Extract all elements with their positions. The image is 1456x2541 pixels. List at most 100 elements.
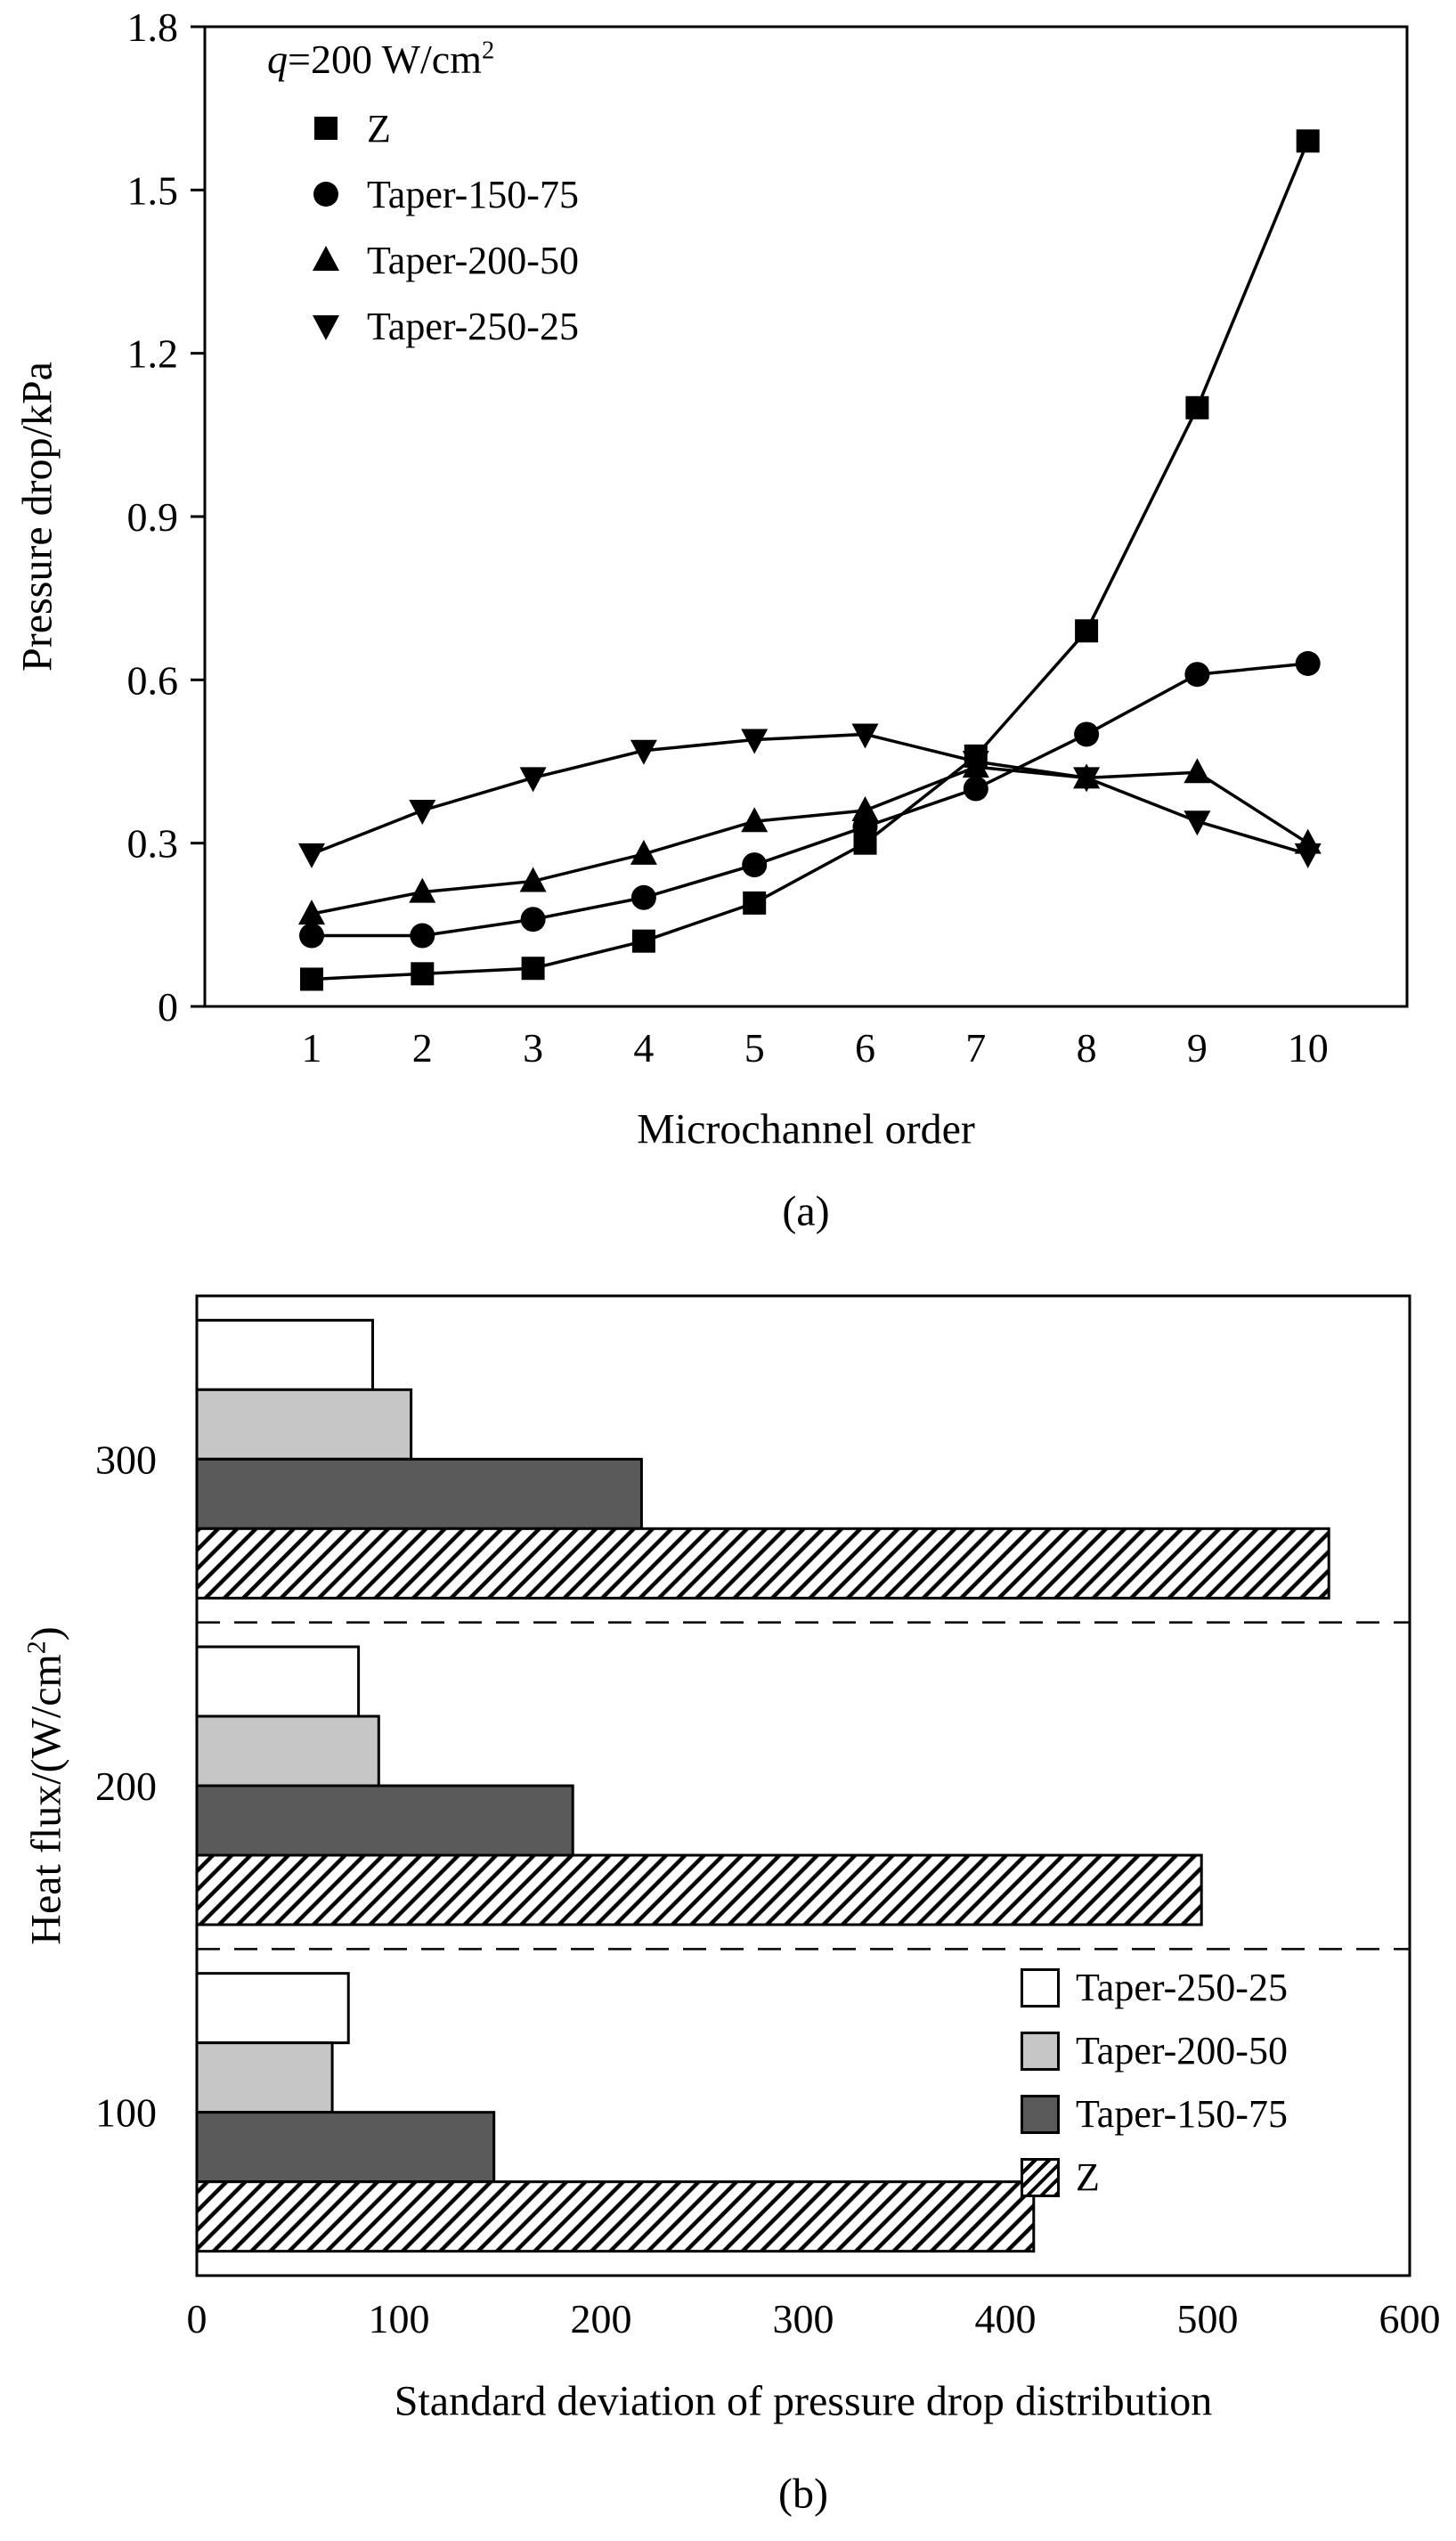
series-line xyxy=(311,732,1309,856)
circle-marker-icon xyxy=(1184,662,1210,688)
x-tick-label: 300 xyxy=(773,2296,834,2341)
triangle-down-marker-icon xyxy=(313,315,339,340)
circle-marker-icon xyxy=(299,923,324,949)
circle-marker-icon xyxy=(742,852,768,878)
triangle-down-marker-icon xyxy=(313,315,339,340)
swatch-icon xyxy=(1021,2157,1060,2197)
triangle-down-marker-icon xyxy=(1184,810,1211,836)
legend-item-label: Taper-150-75 xyxy=(1076,2092,1288,2136)
x-axis-label-a: Microchannel order xyxy=(637,1105,975,1153)
legend-item-Taper-200-50: Taper-200-50 xyxy=(1021,2028,1288,2073)
square-marker-icon xyxy=(1296,129,1320,153)
y-axis-label-b-prefix: Heat flux/(W/cm xyxy=(22,1654,70,1945)
x-axis-label-b: Standard deviation of pressure drop dist… xyxy=(394,2377,1213,2425)
legend-item-label: Z xyxy=(1076,2155,1100,2199)
y-tick-label: 0.9 xyxy=(127,494,179,540)
bar-Taper-200-50-100 xyxy=(195,2041,334,2114)
legend-item-Taper-250-25: Taper-250-25 xyxy=(1021,1965,1288,2010)
triangle-down-marker-icon xyxy=(1073,767,1101,793)
y-tick-label: 1.8 xyxy=(127,4,179,50)
bar-chart-canvas: 100 200 300 0 100 200 300 400 500 600 xyxy=(95,1294,1441,2341)
series-Taper-150-75 xyxy=(299,651,1321,949)
square-marker-icon xyxy=(521,957,545,981)
legend-title-q: q xyxy=(267,37,288,82)
panel-a-label: (a) xyxy=(782,1187,830,1235)
legend-item-Taper-200-50: Taper-200-50 xyxy=(267,238,579,282)
circle-marker-icon xyxy=(520,907,546,933)
bar-Taper-250-25-100 xyxy=(195,1972,350,2045)
bar-group-200 xyxy=(195,1645,1203,1926)
bar-Taper-150-75-200 xyxy=(195,1784,574,1857)
triangle-up-marker-icon xyxy=(630,839,657,865)
legend-item-Taper-150-75: Taper-150-75 xyxy=(1021,2091,1288,2137)
square-marker-icon xyxy=(1185,395,1209,419)
bar-group-300 xyxy=(195,1318,1330,1600)
legend-title-rest: =200 W/cm xyxy=(288,37,483,82)
square-marker-icon xyxy=(300,967,323,991)
swatch-icon xyxy=(1021,2031,1060,2071)
legend-item-Z: Z xyxy=(1021,2154,1288,2200)
bar-group-100 xyxy=(195,1972,1036,2253)
x-tick-label: 3 xyxy=(523,1025,543,1071)
x-tick-label: 4 xyxy=(633,1025,654,1071)
circle-marker-icon xyxy=(1074,721,1100,747)
legend-item-Taper-150-75: Taper-150-75 xyxy=(267,172,579,216)
bar-Taper-150-75-300 xyxy=(195,1457,643,1530)
legend-a-title: q=200 W/cm2 xyxy=(267,36,579,83)
x-tick-label: 1 xyxy=(302,1025,322,1071)
x-tick-label: 6 xyxy=(855,1025,875,1071)
square-marker-icon xyxy=(1075,619,1099,643)
series-Z xyxy=(300,129,1320,991)
y-tick-label: 0.6 xyxy=(127,657,179,703)
y-axis-label-b-suffix: ) xyxy=(22,1626,70,1641)
triangle-down-marker-icon xyxy=(962,751,989,776)
series-line xyxy=(311,765,1309,916)
series-line xyxy=(311,140,1310,981)
triangle-up-marker-icon xyxy=(298,900,325,925)
triangle-up-marker-icon xyxy=(1184,758,1211,784)
circle-marker-icon xyxy=(313,182,338,207)
x-tick-label: 600 xyxy=(1379,2296,1441,2341)
series-Taper-250-25 xyxy=(298,723,1322,868)
y-category-label: 100 xyxy=(95,2090,157,2136)
x-tick-label: 7 xyxy=(965,1025,986,1071)
square-marker-icon xyxy=(743,891,767,915)
y-axis-label-b: Heat flux/(W/cm2) xyxy=(22,1626,71,1944)
bar-Taper-250-25-200 xyxy=(195,1645,361,1718)
square-marker-icon xyxy=(631,929,655,953)
legend-item-label: Z xyxy=(367,106,391,151)
triangle-down-marker-icon xyxy=(630,739,657,765)
circle-marker-icon xyxy=(410,923,435,949)
series-line xyxy=(312,662,1308,938)
x-tick-label: 200 xyxy=(571,2296,632,2341)
legend-item-label: Taper-150-75 xyxy=(367,172,579,216)
circle-marker-icon xyxy=(963,776,988,802)
y-category-label: 300 xyxy=(95,1437,157,1482)
x-tick-label: 100 xyxy=(369,2296,430,2341)
bar-Z-300 xyxy=(195,1527,1330,1600)
x-tick-label: 5 xyxy=(744,1025,765,1071)
circle-marker-icon xyxy=(630,884,656,910)
triangle-down-marker-icon xyxy=(741,729,769,754)
legend-a: q=200 W/cm2 Z Taper-150-75 Taper-200-50 Tap… xyxy=(267,36,579,370)
bar-Taper-150-75-100 xyxy=(195,2111,496,2184)
y-axis-label-a: Pressure drop/kPa xyxy=(13,362,61,672)
legend-item-label: Taper-200-50 xyxy=(367,238,579,282)
triangle-down-marker-icon xyxy=(298,843,325,868)
legend-item-label: Taper-250-25 xyxy=(1076,1966,1288,2009)
circle-marker-icon xyxy=(1295,651,1321,676)
panel-b-label: (b) xyxy=(778,2470,828,2518)
bar-Taper-250-25-300 xyxy=(195,1318,374,1391)
y-tick-label: 1.2 xyxy=(127,331,179,377)
x-tick-label: 500 xyxy=(1177,2296,1239,2341)
triangle-down-marker-icon xyxy=(1294,843,1322,868)
square-marker-icon xyxy=(314,117,338,140)
bar-Z-200 xyxy=(195,1853,1203,1926)
legend-b: Taper-250-25 Taper-200-50 Taper-150-75 Z xyxy=(1021,1965,1288,2218)
bar-Taper-200-50-300 xyxy=(195,1388,413,1461)
x-tick-label: 400 xyxy=(975,2296,1037,2341)
legend-a-items: Z Taper-150-75 Taper-200-50 Taper-250-25 xyxy=(267,106,579,348)
triangle-down-marker-icon xyxy=(851,723,879,749)
swatch-icon xyxy=(1021,2094,1060,2134)
